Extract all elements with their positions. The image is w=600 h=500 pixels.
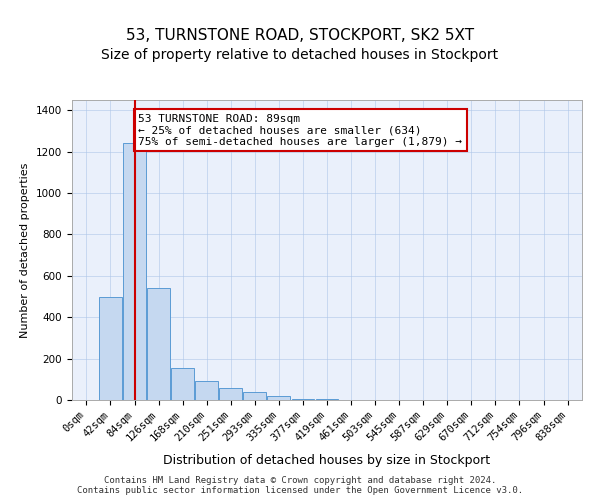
Bar xyxy=(171,368,194,400)
X-axis label: Distribution of detached houses by size in Stockport: Distribution of detached houses by size … xyxy=(163,454,491,468)
Bar xyxy=(195,382,218,400)
Y-axis label: Number of detached properties: Number of detached properties xyxy=(20,162,31,338)
Bar xyxy=(220,388,242,400)
Bar xyxy=(99,296,122,400)
Bar xyxy=(244,392,266,400)
Text: Size of property relative to detached houses in Stockport: Size of property relative to detached ho… xyxy=(101,48,499,62)
Text: 53, TURNSTONE ROAD, STOCKPORT, SK2 5XT: 53, TURNSTONE ROAD, STOCKPORT, SK2 5XT xyxy=(126,28,474,42)
Bar xyxy=(316,399,338,400)
Bar xyxy=(147,288,170,400)
Text: Contains HM Land Registry data © Crown copyright and database right 2024.
Contai: Contains HM Land Registry data © Crown c… xyxy=(77,476,523,495)
Text: 53 TURNSTONE ROAD: 89sqm
← 25% of detached houses are smaller (634)
75% of semi-: 53 TURNSTONE ROAD: 89sqm ← 25% of detach… xyxy=(138,114,462,146)
Bar xyxy=(123,144,146,400)
Bar xyxy=(292,399,314,400)
Bar xyxy=(268,396,290,400)
